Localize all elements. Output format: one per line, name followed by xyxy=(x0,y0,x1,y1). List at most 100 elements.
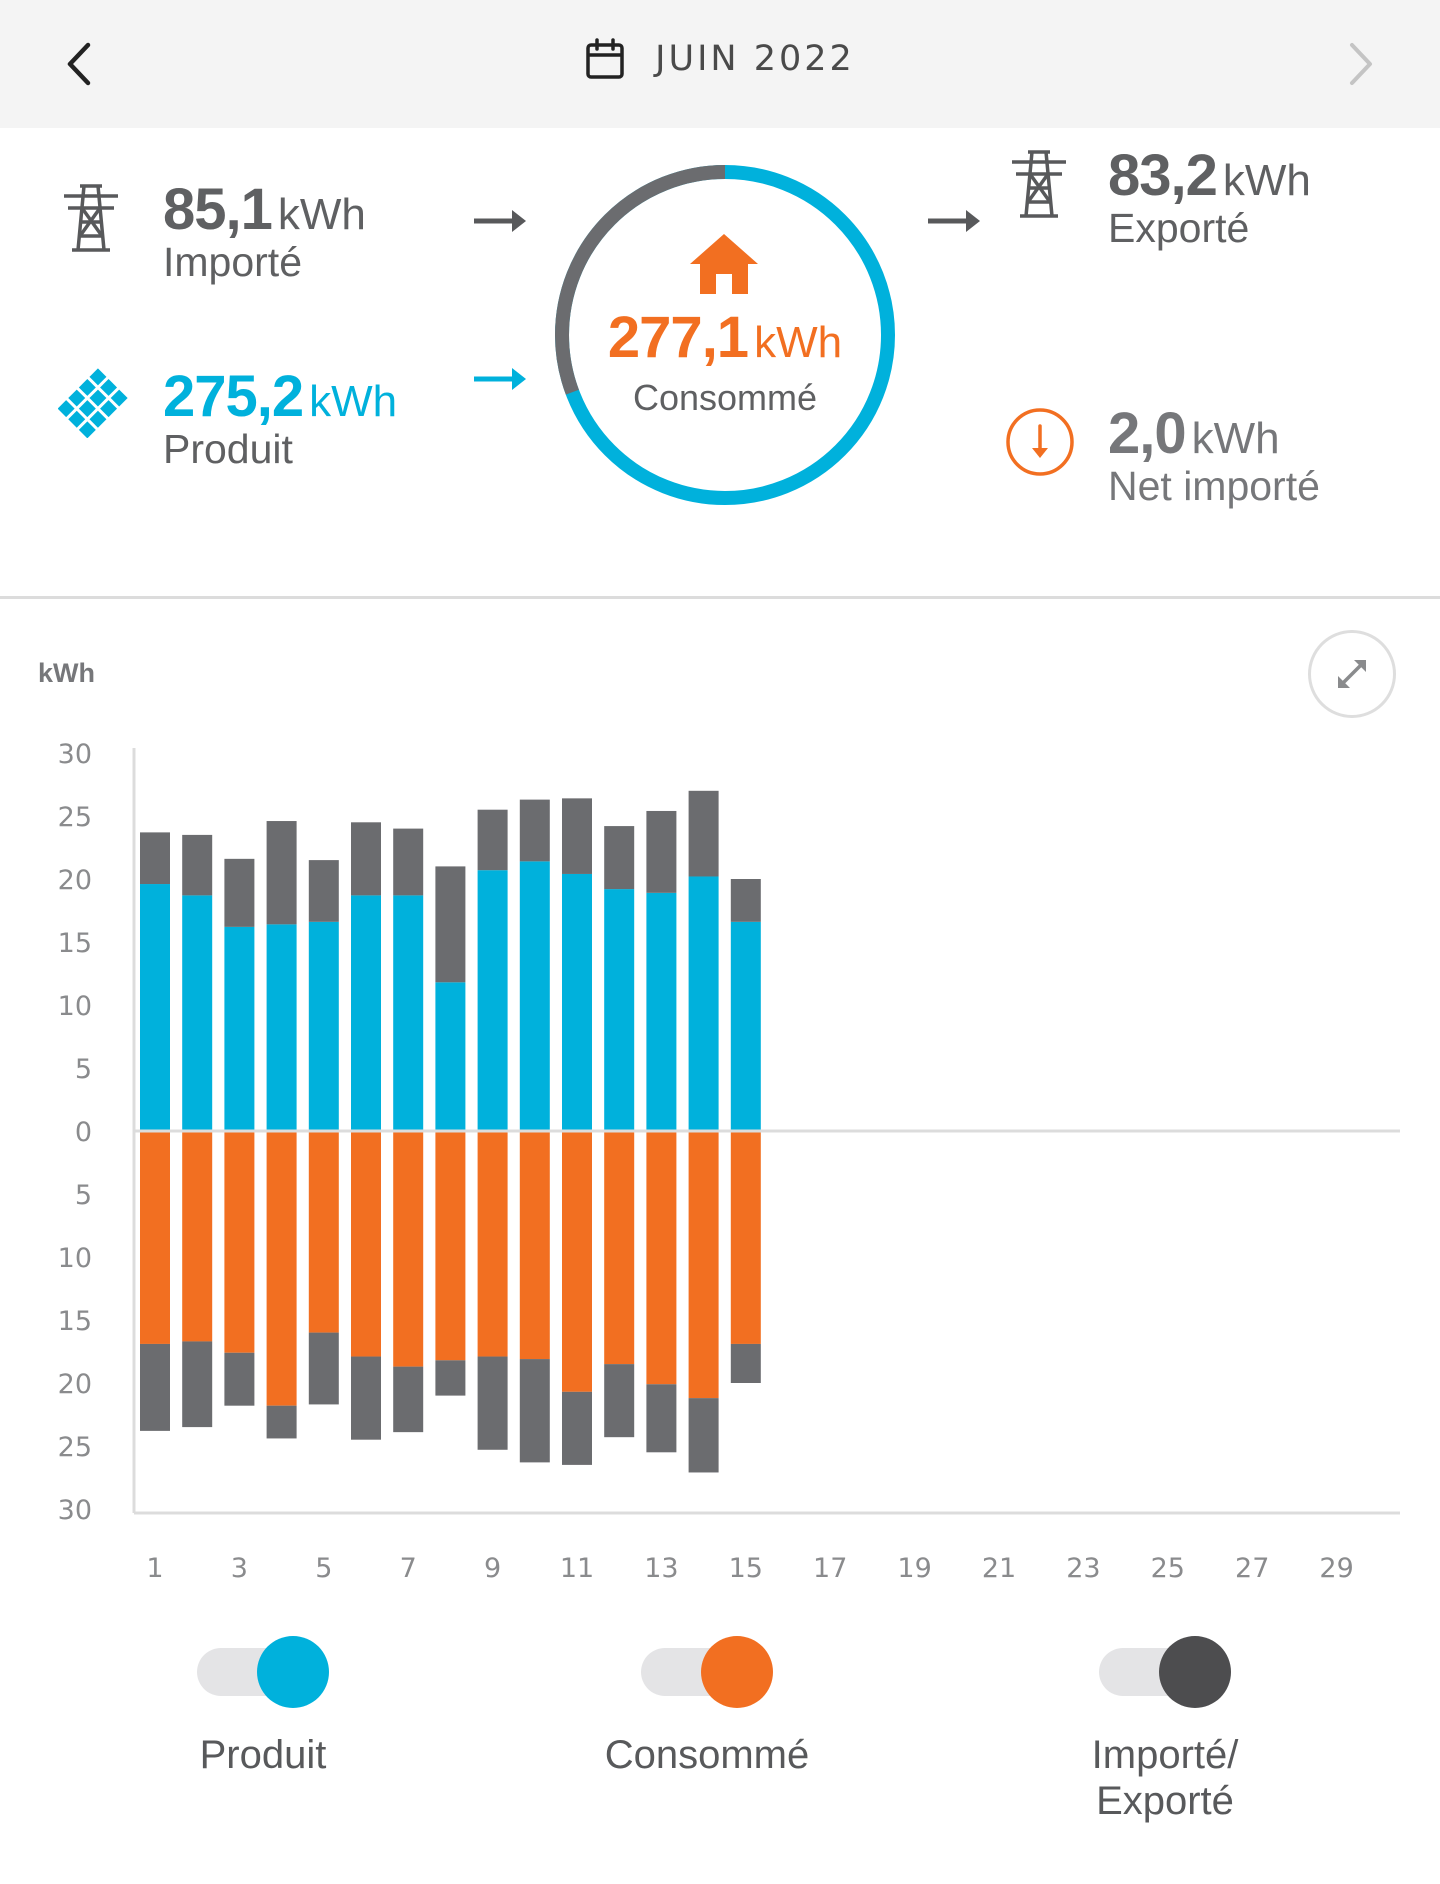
net-imported-label: Net importé xyxy=(1108,463,1320,509)
bar-consumed[interactable] xyxy=(224,1131,255,1353)
month-label: JUIN 2022 xyxy=(655,39,855,79)
x-tick-label: 1 xyxy=(146,1553,163,1580)
bar-consumed[interactable] xyxy=(519,1131,550,1360)
bar-produced[interactable] xyxy=(140,884,170,1131)
bar-imported[interactable] xyxy=(519,1359,550,1463)
bar-consumed[interactable] xyxy=(730,1131,761,1344)
net-imported-value: 2,0 xyxy=(1108,401,1187,466)
bar-imported[interactable] xyxy=(688,1398,719,1473)
bar-exported[interactable] xyxy=(477,809,508,871)
bar-produced[interactable] xyxy=(266,924,297,1131)
bar-consumed[interactable] xyxy=(688,1131,719,1399)
net-imported-unit: kWh xyxy=(1191,414,1280,463)
toggle-consumed[interactable]: Consommé xyxy=(557,1636,857,1778)
bar-produced[interactable] xyxy=(477,870,508,1131)
imported-exported-switch[interactable] xyxy=(1099,1636,1231,1708)
x-tick-label: 3 xyxy=(231,1553,248,1580)
bar-exported[interactable] xyxy=(393,828,424,896)
produced-stat: 275,2 kWh Produit xyxy=(163,363,397,473)
bar-exported[interactable] xyxy=(182,834,213,896)
bar-produced[interactable] xyxy=(519,861,550,1131)
bar-consumed[interactable] xyxy=(308,1131,339,1333)
solar-panel-icon xyxy=(58,368,128,438)
bar-imported[interactable] xyxy=(393,1366,424,1433)
bar-consumed[interactable] xyxy=(266,1131,297,1406)
bar-produced[interactable] xyxy=(562,873,592,1131)
bar-imported[interactable] xyxy=(604,1364,635,1438)
bar-consumed[interactable] xyxy=(351,1131,381,1357)
exported-unit: kWh xyxy=(1222,156,1311,205)
bar-consumed[interactable] xyxy=(604,1131,635,1365)
arrow-right-icon xyxy=(474,368,526,390)
bar-consumed[interactable] xyxy=(182,1131,213,1342)
bar-exported[interactable] xyxy=(308,860,339,922)
bar-produced[interactable] xyxy=(351,895,381,1131)
bar-imported[interactable] xyxy=(562,1391,592,1465)
imported-value: 85,1 xyxy=(163,177,273,242)
bar-exported[interactable] xyxy=(730,879,761,922)
y-tick-label: 25 xyxy=(58,802,92,833)
bar-produced[interactable] xyxy=(435,982,466,1131)
produced-legend-label: Produit xyxy=(199,1733,327,1777)
bar-exported[interactable] xyxy=(140,832,170,885)
next-month-button[interactable] xyxy=(1320,24,1400,104)
bar-exported[interactable] xyxy=(435,866,466,983)
bar-produced[interactable] xyxy=(182,895,213,1131)
bar-exported[interactable] xyxy=(688,790,719,877)
bar-consumed[interactable] xyxy=(562,1131,592,1392)
bar-imported[interactable] xyxy=(266,1405,297,1439)
toggle-produced[interactable]: Produit xyxy=(113,1636,413,1778)
bar-imported[interactable] xyxy=(140,1343,170,1431)
consumed-unit: kWh xyxy=(754,318,843,367)
bar-consumed[interactable] xyxy=(477,1131,508,1357)
bar-imported[interactable] xyxy=(435,1360,466,1396)
chevron-left-icon xyxy=(67,42,91,86)
y-tick-label: 5 xyxy=(75,1054,92,1085)
bar-imported[interactable] xyxy=(730,1343,761,1383)
bar-produced[interactable] xyxy=(730,921,761,1131)
bar-produced[interactable] xyxy=(646,892,677,1131)
bar-imported[interactable] xyxy=(182,1341,213,1428)
legend-line-1: Importé/ xyxy=(1091,1733,1239,1777)
consumed-label: Consommé xyxy=(632,377,818,418)
consumed-switch[interactable] xyxy=(641,1636,773,1708)
bar-exported[interactable] xyxy=(604,826,635,890)
switch-knob xyxy=(701,1636,773,1708)
consumed-legend-label: Consommé xyxy=(604,1733,810,1777)
bar-exported[interactable] xyxy=(646,810,677,893)
expand-chart-button[interactable] xyxy=(1308,630,1396,718)
bar-exported[interactable] xyxy=(266,821,297,925)
bar-produced[interactable] xyxy=(224,926,255,1131)
month-selector[interactable]: JUIN 2022 xyxy=(0,38,1440,80)
toggle-imported-exported[interactable]: Importé/ Exporté xyxy=(1015,1636,1315,1824)
bar-produced[interactable] xyxy=(604,889,635,1131)
produced-switch[interactable] xyxy=(197,1636,329,1708)
bar-produced[interactable] xyxy=(308,921,339,1131)
bar-imported[interactable] xyxy=(477,1356,508,1450)
bar-exported[interactable] xyxy=(351,822,381,896)
power-pylon-icon xyxy=(64,184,118,252)
x-tick-label: 11 xyxy=(560,1553,594,1580)
x-tick-label: 7 xyxy=(400,1553,417,1580)
bar-consumed[interactable] xyxy=(435,1131,466,1361)
bar-exported[interactable] xyxy=(519,799,550,862)
bar-imported[interactable] xyxy=(308,1332,339,1405)
bar-consumed[interactable] xyxy=(393,1131,424,1367)
calendar-icon xyxy=(586,38,624,79)
bar-imported[interactable] xyxy=(646,1384,677,1453)
y-tick-label: 10 xyxy=(58,1243,92,1274)
bar-imported[interactable] xyxy=(351,1356,381,1440)
bar-exported[interactable] xyxy=(562,798,592,874)
switch-knob xyxy=(257,1636,329,1708)
previous-month-button[interactable] xyxy=(40,24,120,104)
imported-stat: 85,1 kWh Importé xyxy=(163,176,366,286)
bar-consumed[interactable] xyxy=(140,1131,170,1344)
produced-value: 275,2 xyxy=(163,364,304,429)
bar-imported[interactable] xyxy=(224,1352,255,1406)
power-pylon-icon xyxy=(1012,150,1066,218)
bar-consumed[interactable] xyxy=(646,1131,677,1385)
bar-produced[interactable] xyxy=(688,876,719,1131)
consumed-stat: 277,1 kWh Consommé xyxy=(550,304,900,419)
bar-exported[interactable] xyxy=(224,858,255,927)
bar-produced[interactable] xyxy=(393,895,424,1131)
